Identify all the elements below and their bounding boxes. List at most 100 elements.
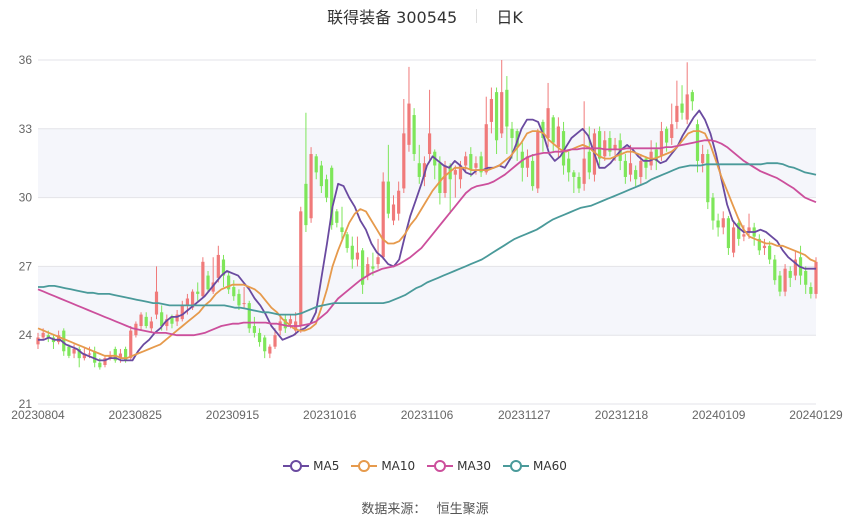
candle-down: [123, 348, 128, 361]
legend-marker-icon: [427, 460, 454, 472]
candle-up: [299, 211, 303, 327]
candle-up: [242, 303, 246, 305]
candle-down: [587, 151, 591, 173]
x-tick-label: 20231016: [303, 408, 357, 422]
candle-down: [778, 275, 782, 292]
legend-marker-icon: [351, 460, 378, 472]
candle-down: [768, 245, 772, 260]
legend-item-ma30[interactable]: MA30: [427, 459, 491, 473]
candle-up: [82, 353, 86, 359]
candle-up: [402, 133, 406, 189]
candle-up: [670, 124, 674, 138]
candle-up: [613, 144, 617, 150]
candle-down: [46, 335, 50, 338]
candle-up: [464, 156, 468, 166]
ma30-line: [37, 139, 817, 337]
candle-down: [644, 158, 648, 168]
chart-header: 联得装备 300545 日K: [0, 4, 850, 30]
candle-down: [67, 346, 71, 356]
x-tick-label: 20231127: [498, 408, 551, 422]
candle-down: [221, 259, 226, 276]
x-tick-label: 20230804: [11, 408, 65, 422]
candle-down: [237, 293, 241, 306]
candle-down: [62, 330, 66, 352]
candle-down: [531, 160, 535, 187]
candle-down: [737, 222, 741, 239]
x-tick-label: 20230915: [206, 408, 260, 422]
candle-up: [556, 126, 560, 148]
candle-up: [685, 94, 689, 120]
candle-up: [87, 353, 92, 355]
legend-label: MA5: [313, 458, 340, 473]
legend-item-ma60[interactable]: MA60: [503, 459, 567, 473]
candle-down: [469, 154, 473, 171]
candle-up: [701, 154, 705, 164]
candle-up: [525, 156, 530, 168]
candle-up: [366, 264, 370, 276]
candle-down: [257, 332, 262, 343]
candle-down: [757, 238, 761, 251]
x-tick-label: 20231106: [401, 408, 454, 422]
candle-up: [458, 165, 463, 180]
candle-down: [572, 172, 576, 177]
candle-up: [376, 257, 380, 265]
ma5-line: [38, 109, 816, 362]
candle-up: [309, 154, 313, 219]
candle-down: [438, 163, 442, 194]
candle-down: [345, 234, 349, 249]
candle-up: [443, 165, 447, 194]
candle-up: [216, 254, 220, 278]
candle-down: [561, 131, 566, 166]
y-tick-label: 30: [19, 191, 33, 205]
legend-label: MA10: [381, 458, 416, 473]
candle-down: [77, 348, 81, 359]
candle-down: [113, 348, 117, 361]
candle-down: [283, 319, 287, 329]
candle-up: [474, 163, 478, 168]
candle-up: [129, 330, 133, 359]
candle-down: [412, 115, 416, 155]
ma10-line: [37, 130, 817, 359]
candle-down: [247, 303, 251, 329]
candle-up: [165, 319, 169, 327]
x-tick-label: 20231218: [595, 408, 649, 422]
candle-down: [304, 183, 308, 226]
candle-down: [227, 275, 231, 290]
candle-up: [149, 321, 153, 329]
candle-down: [252, 326, 256, 333]
candle-down: [144, 316, 148, 327]
legend-item-ma5[interactable]: MA5: [283, 459, 339, 473]
y-tick-label: 27: [19, 259, 33, 273]
candle-up: [397, 190, 401, 214]
candle-up: [36, 337, 40, 345]
candle-down: [551, 117, 555, 143]
legend-label: MA30: [457, 458, 492, 473]
x-tick-label: 20240109: [692, 408, 746, 422]
candle-up: [675, 105, 679, 122]
candle-up: [391, 204, 396, 221]
candle-up: [41, 332, 45, 338]
legend: MA5 MA10 MA30 MA60: [0, 458, 850, 473]
candle-down: [314, 156, 318, 173]
candle-up: [628, 163, 633, 175]
candle-up: [185, 298, 190, 306]
candle-up: [139, 314, 143, 327]
chart-title: 联得装备 300545: [327, 8, 458, 27]
candle-up: [407, 103, 411, 145]
candle-down: [335, 211, 339, 223]
candle-up: [288, 319, 293, 324]
legend-marker-icon: [283, 460, 310, 472]
period-label[interactable]: 日K: [496, 8, 523, 27]
candle-up: [268, 346, 272, 354]
candle-down: [330, 167, 334, 226]
legend-marker-icon: [503, 460, 530, 472]
candle-down: [680, 103, 684, 113]
candle-down: [206, 275, 210, 290]
candle-down: [263, 337, 267, 352]
candle-down: [340, 227, 344, 232]
candle-up: [639, 160, 643, 177]
candle-down: [608, 137, 612, 152]
candle-down: [386, 181, 390, 214]
legend-item-ma10[interactable]: MA10: [351, 459, 415, 473]
